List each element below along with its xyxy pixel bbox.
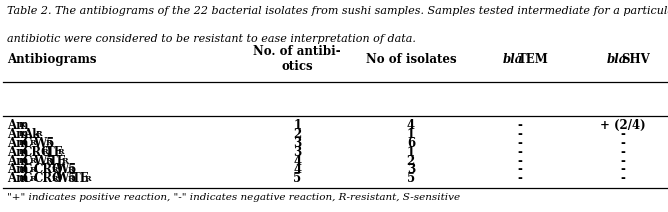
Text: 5: 5: [293, 172, 301, 186]
Text: + (2/4): + (2/4): [600, 119, 646, 132]
Text: R: R: [19, 121, 26, 129]
Text: 2: 2: [407, 155, 415, 167]
Text: 1: 1: [407, 128, 415, 141]
Text: -: -: [517, 172, 522, 186]
Text: -: -: [517, 155, 522, 167]
Text: C: C: [23, 172, 32, 186]
Text: TEM: TEM: [518, 53, 548, 66]
Text: 1: 1: [407, 146, 415, 159]
Text: -: -: [517, 119, 522, 132]
Text: R: R: [58, 148, 65, 156]
Text: SHV: SHV: [621, 53, 650, 66]
Text: Am: Am: [7, 137, 28, 150]
Text: -: -: [621, 128, 625, 141]
Text: Am: Am: [7, 128, 28, 141]
Text: R: R: [35, 130, 42, 138]
Text: C: C: [23, 137, 32, 150]
Text: R: R: [19, 174, 26, 183]
Text: R: R: [19, 148, 26, 156]
Text: -: -: [621, 137, 625, 150]
Text: R: R: [61, 157, 68, 165]
Text: W5: W5: [33, 155, 54, 167]
Text: 3: 3: [293, 137, 301, 150]
Text: TE: TE: [45, 146, 63, 159]
Text: CRO: CRO: [23, 146, 52, 159]
Text: R: R: [41, 148, 48, 156]
Text: R: R: [29, 139, 36, 147]
Text: 3: 3: [407, 163, 415, 176]
Text: "+" indicates positive reaction, "-" indicates negative reaction, R-resistant, S: "+" indicates positive reaction, "-" ind…: [7, 193, 460, 202]
Text: 4: 4: [293, 163, 301, 176]
Text: R: R: [19, 130, 26, 138]
Text: bla: bla: [607, 53, 627, 66]
Text: TE: TE: [72, 172, 90, 186]
Text: -: -: [621, 146, 625, 159]
Text: CRO: CRO: [33, 172, 62, 186]
Text: R: R: [45, 139, 52, 147]
Text: R: R: [51, 174, 58, 183]
Text: No. of antibi-
otics: No. of antibi- otics: [253, 45, 341, 73]
Text: R: R: [45, 157, 52, 165]
Text: CRO: CRO: [33, 163, 62, 176]
Text: -: -: [517, 128, 522, 141]
Text: C: C: [23, 155, 32, 167]
Text: antibiotic were considered to be resistant to ease interpretation of data.: antibiotic were considered to be resista…: [7, 34, 415, 44]
Text: No of isolates: No of isolates: [365, 53, 456, 66]
Text: 4: 4: [293, 155, 301, 167]
Text: TE: TE: [49, 155, 67, 167]
Text: R: R: [29, 174, 36, 183]
Text: R: R: [51, 166, 58, 174]
Text: Table 2. The antibiograms of the 22 bacterial isolates from sushi samples. Sampl: Table 2. The antibiograms of the 22 bact…: [7, 6, 668, 16]
Text: W5: W5: [55, 163, 77, 176]
Text: W5: W5: [55, 172, 77, 186]
Text: R: R: [19, 166, 26, 174]
Text: R: R: [68, 174, 75, 183]
Text: 5: 5: [407, 172, 415, 186]
Text: Am: Am: [7, 119, 28, 132]
Text: Am: Am: [7, 163, 28, 176]
Text: -: -: [621, 172, 625, 186]
Text: W5: W5: [33, 137, 54, 150]
Text: bla: bla: [503, 53, 524, 66]
Text: 2: 2: [293, 128, 301, 141]
Text: 4: 4: [407, 119, 415, 132]
Text: 1: 1: [293, 119, 301, 132]
Text: Am: Am: [7, 155, 28, 167]
Text: R: R: [19, 139, 26, 147]
Text: Ak: Ak: [23, 128, 40, 141]
Text: -: -: [621, 155, 625, 167]
Text: Am: Am: [7, 172, 28, 186]
Text: -: -: [517, 163, 522, 176]
Text: C: C: [23, 163, 32, 176]
Text: -: -: [517, 146, 522, 159]
Text: R: R: [29, 166, 36, 174]
Text: R: R: [19, 157, 26, 165]
Text: 6: 6: [407, 137, 415, 150]
Text: Antibiograms: Antibiograms: [7, 53, 96, 66]
Text: Am: Am: [7, 146, 28, 159]
Text: R: R: [68, 166, 75, 174]
Text: R: R: [29, 157, 36, 165]
Text: -: -: [517, 137, 522, 150]
Text: 3: 3: [293, 146, 301, 159]
Text: R: R: [84, 174, 91, 183]
Text: -: -: [621, 163, 625, 176]
